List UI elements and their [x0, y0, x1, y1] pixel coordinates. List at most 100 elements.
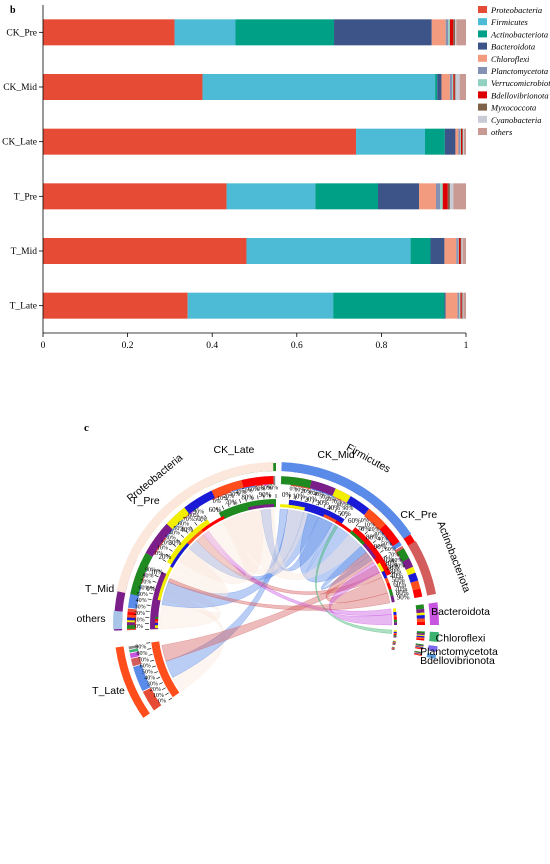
sector-percent-label: 40%	[144, 676, 155, 682]
phylum-segment-chloroflexi	[416, 636, 425, 640]
phylum-segment-actinobacteriota	[405, 566, 416, 576]
phylum-segment-actinobacteriota	[412, 588, 423, 599]
sector-percent-label: 70%	[183, 517, 194, 523]
phylum-segment-proteobacteria	[241, 476, 274, 488]
x-tick-label: 0	[41, 341, 46, 351]
sector-percent-label: 10%	[157, 546, 168, 552]
panel-label-b: b	[10, 5, 16, 16]
phylum-segment-chloroflexi	[416, 635, 425, 638]
sector-percent-label: 20%	[134, 611, 145, 617]
sector-percent-label: 80%	[137, 651, 148, 657]
phylum-percent-label: 60%	[348, 517, 361, 525]
sector-label-ck-pre: CK_Pre	[400, 509, 437, 521]
phylum-segment-actinobacteriota	[402, 558, 414, 570]
bar-t-pre-bacteroidota	[378, 183, 420, 210]
phylum-segment-bacteroidota	[416, 612, 425, 616]
sector-percent-label: 50%	[319, 494, 330, 500]
legend-entry-bacteroidota: Bacteroidota	[491, 42, 535, 52]
bar-ck-pre-myxococcota	[453, 19, 456, 46]
sector-tick	[227, 503, 230, 508]
phylum-inner-segment-firmicutes	[280, 504, 306, 511]
phylum-inner-segment-bdellovibrionota	[391, 648, 395, 650]
phylum-percent-label: 0%	[282, 491, 292, 499]
phylum-segment-others	[127, 614, 136, 618]
bar-ck-late-others	[463, 128, 466, 155]
phylum-band-chloroflexi	[429, 631, 439, 643]
phylum-inner-segment-others	[155, 616, 159, 619]
sector-percent-label: 10%	[134, 617, 145, 623]
sector-band-t-late	[115, 646, 150, 718]
phylum-segment-others	[127, 625, 136, 629]
phylum-segment-bacteroidota	[416, 621, 425, 625]
phylum-inner-segment-bacteroidota	[392, 608, 397, 613]
phylum-inner-segment-planctomycetota	[392, 642, 396, 644]
legend-entry-firmicutes: Firmicutes	[490, 17, 529, 27]
phylum-segment-bdellovibrionota	[414, 652, 423, 655]
phylum-segment-firmicutes	[346, 496, 370, 515]
sector-percent-label: 0%	[213, 499, 221, 505]
legend-swatch-planctomycetota	[478, 67, 487, 74]
phylum-label-chloroflexi: Chloroflexi	[436, 632, 486, 644]
phylum-label-others: others	[76, 613, 105, 625]
phylum-inner-segment-bacteroidota	[393, 611, 397, 616]
bar-t-pre-actinobacteriota	[315, 183, 379, 210]
bar-ck-late-actinobacteriota	[424, 128, 445, 155]
sector-tick	[185, 530, 189, 534]
sector-percent-label: 20%	[369, 527, 380, 533]
phylum-inner-segment-bdellovibrionota	[391, 648, 395, 650]
sector-percent-label: 60%	[140, 663, 151, 669]
legend-entry-actinobacteriota: Actinobacteriota	[490, 29, 548, 39]
phylum-segment-actinobacteriota	[410, 580, 421, 591]
bar-ck-pre-planctomycetota	[445, 19, 449, 46]
legend: Proteobacteria Firmicutes Actinobacteriota…	[478, 5, 550, 137]
bar-t-late-proteobacteria	[43, 292, 188, 319]
phylum-segment-planctomycetota	[415, 645, 424, 648]
bar-ck-mid-cyanobacteria	[455, 74, 460, 100]
bar-ck-late-proteobacteria	[43, 128, 357, 155]
phylum-percent-label: 60%	[393, 580, 406, 588]
bar-t-late-bdellovibrionota	[460, 292, 462, 319]
phylum-segment-others	[127, 617, 136, 621]
sector-tick	[251, 496, 253, 501]
sector-tick	[372, 540, 377, 544]
bar-ck-late-cyanobacteria	[463, 128, 464, 155]
phylum-inner-segment-chloroflexi	[393, 630, 397, 632]
sector-tick	[172, 543, 177, 547]
phylum-segment-proteobacteria	[211, 480, 244, 498]
y-tick-label: T_Mid	[11, 247, 38, 257]
bar-ck-late-myxococcota	[462, 128, 464, 155]
phylum-percent-label: 10%	[384, 560, 397, 568]
phylum-inner-segment-planctomycetota	[392, 640, 396, 642]
phylum-segment-bacteroidota	[416, 618, 425, 622]
phylum-inner-segment-chloroflexi	[393, 631, 397, 634]
phylum-percent-label: 50%	[194, 515, 207, 523]
bar-t-pre-cyanobacteria	[449, 183, 454, 210]
bar-area	[43, 19, 466, 319]
sector-tick	[329, 506, 332, 510]
bar-t-mid-actinobacteriota	[410, 238, 431, 264]
axes: CK_Pre CK_Mid CK_Late T_Pre T_Mid T_Late 0 0.2 0…	[2, 5, 469, 351]
sector-percent-label: 30%	[135, 605, 146, 611]
sector-tick	[355, 523, 359, 527]
sector-tick	[168, 697, 173, 701]
bar-ck-late-bacteroidota	[444, 128, 456, 155]
bar-ck-pre-others	[456, 19, 466, 46]
phylum-inner-segment-bdellovibrionota	[391, 649, 395, 651]
sector-tick	[204, 514, 208, 519]
bar-ck-late-planctomycetota	[458, 128, 461, 155]
sector-label-t-pre: T_Pre	[131, 495, 160, 507]
sector-percent-label: 20%	[150, 687, 161, 693]
sector-percent-label: 0%	[158, 698, 166, 704]
sector-percent-label: 10%	[364, 522, 375, 528]
sector-tick	[312, 499, 315, 504]
ribbon-ck-pre-proteobacteria	[228, 508, 362, 580]
sector-tick	[152, 580, 157, 583]
bar-ck-mid-others	[459, 74, 466, 100]
y-tick-label: CK_Pre	[6, 28, 37, 38]
legend-swatch-proteobacteria	[478, 6, 487, 13]
bar-ck-mid-planctomycetota	[449, 74, 453, 100]
sector-tick	[150, 586, 155, 589]
sector-percent-label: 20%	[161, 540, 172, 546]
sector-tick	[157, 569, 162, 572]
phylum-segment-planctomycetota	[415, 644, 424, 647]
